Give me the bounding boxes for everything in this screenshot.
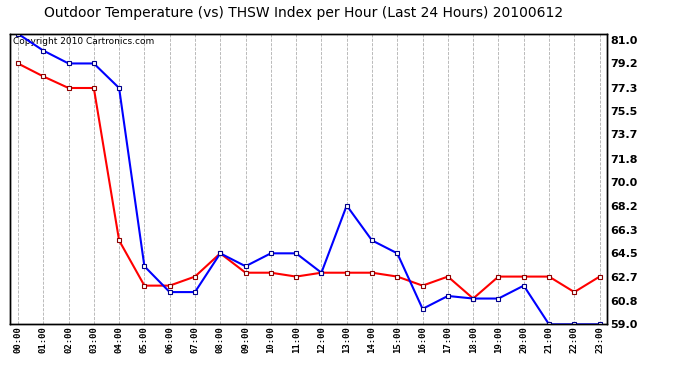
Text: Outdoor Temperature (vs) THSW Index per Hour (Last 24 Hours) 20100612: Outdoor Temperature (vs) THSW Index per … [44,6,563,20]
Text: Copyright 2010 Cartronics.com: Copyright 2010 Cartronics.com [13,37,155,46]
